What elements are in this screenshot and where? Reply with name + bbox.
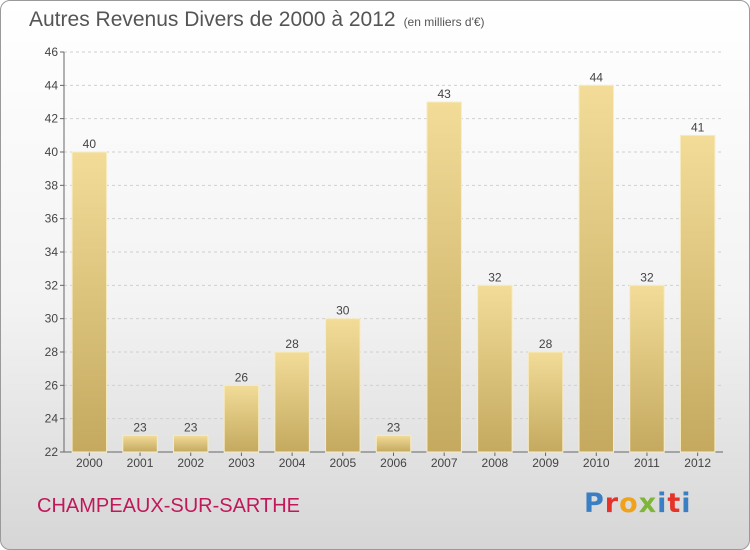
y-tick-label: 28 [45,345,59,359]
logo-letter: x [638,488,658,519]
x-tick-label: 2009 [532,456,559,470]
bar [426,101,462,453]
x-tick-label: 2003 [228,456,255,470]
x-tick-label: 2010 [583,456,610,470]
y-tick-label: 38 [45,178,59,192]
y-tick-label: 42 [45,112,59,126]
bar [477,284,513,453]
chart-title: Autres Revenus Divers de 2000 à 2012 (en … [29,8,485,32]
bar [578,84,615,453]
bar [679,134,716,453]
bar [172,434,209,453]
bar-value-label: 40 [83,137,97,151]
x-tick-label: 2000 [76,456,103,470]
y-tick-label: 40 [45,145,59,159]
bar-value-label: 32 [488,270,502,284]
bar-value-label: 28 [539,337,553,351]
bar [629,284,665,453]
x-tick-label: 2002 [177,456,204,470]
chart-subtitle: (en milliers d'€) [403,15,485,29]
bar-value-label: 41 [691,120,705,134]
bar-value-label: 28 [285,337,299,351]
bar-value-label: 23 [184,420,198,434]
y-tick-label: 32 [45,278,59,292]
y-tick-label: 24 [45,412,59,426]
bar-value-label: 30 [336,304,350,318]
x-tick-label: 2007 [431,456,458,470]
bar-value-label: 23 [387,420,401,434]
logo-letter: i [657,488,668,519]
commune-name: CHAMPEAUX-SUR-SARTHE [37,495,300,517]
logo-letter: o [619,488,639,519]
bar [223,384,260,453]
y-tick-label: 46 [45,45,59,59]
x-tick-label: 2012 [684,456,711,470]
bar [122,434,158,453]
proxiti-logo[interactable]: Proxiti [584,488,692,519]
y-tick-label: 22 [45,445,59,459]
bar [325,318,361,453]
bar-value-label: 44 [590,70,604,84]
chart-title-text: Autres Revenus Divers de 2000 à 2012 [29,8,396,31]
bar [375,434,412,453]
x-tick-label: 2006 [380,456,407,470]
bar [274,351,310,453]
logo-letter: i [681,488,692,519]
bar [71,151,108,453]
logo-letter: P [584,488,605,519]
logo-letter: r [604,488,620,519]
grid-lines [64,51,723,453]
labels: 22 24 26 28 30 32 34 36 38 40 42 44 46 40 2000 23 2001 23… [45,45,712,470]
x-tick-label: 2005 [329,456,356,470]
bar-value-label: 26 [235,370,249,384]
y-tick-label: 44 [45,78,59,92]
bar-value-label: 23 [133,420,147,434]
bar-value-label: 32 [640,270,654,284]
y-tick-label: 34 [45,245,59,259]
x-tick-label: 2008 [482,456,509,470]
x-tick-label: 2004 [279,456,306,470]
x-tick-label: 2001 [127,456,154,470]
bar [527,351,564,453]
axes [60,51,723,456]
bar-value-label: 43 [438,87,452,101]
bars [71,84,716,453]
y-tick-label: 36 [45,212,59,226]
logo-letter: t [667,488,682,519]
x-tick-label: 2011 [634,456,660,470]
y-tick-label: 26 [45,378,59,392]
y-tick-label: 30 [45,312,59,326]
